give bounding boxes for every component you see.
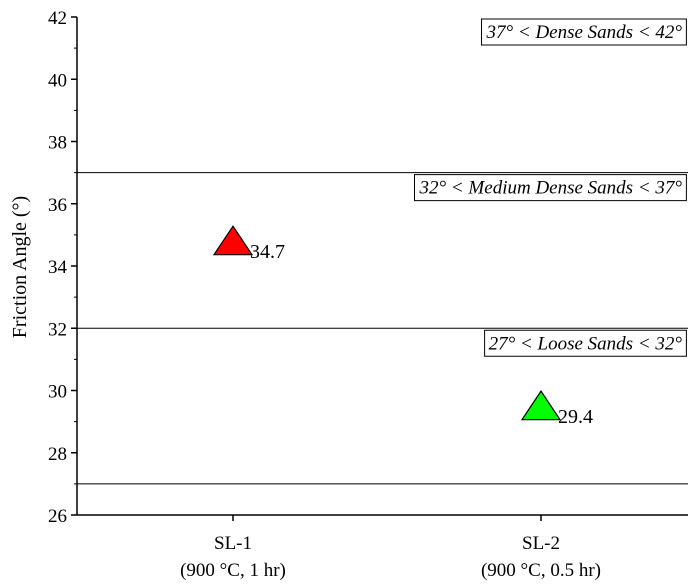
x-tick-sublabel: (900 °C, 0.5 hr) <box>481 560 601 581</box>
zone-label: 27° < Loose Sands < 32° <box>484 329 687 357</box>
zone-boundary-lines <box>77 172 688 485</box>
y-tick-label: 40 <box>48 70 67 91</box>
zone-label-text: 32° < Medium Dense Sands < 37° <box>419 178 683 199</box>
zone-label-text: 37° < Dense Sands < 42° <box>486 22 683 43</box>
zone-label-box <box>414 174 687 202</box>
y-tick-label: 36 <box>48 195 67 216</box>
data-point-sl-1 <box>212 225 254 256</box>
x-tick-sublabel: (900 °C, 1 hr) <box>180 560 286 581</box>
x-tick-label: SL-2 <box>522 533 560 554</box>
y-axis-title: Friction Angle (°) <box>9 196 31 338</box>
data-points: 34.7 29.4 <box>212 225 593 428</box>
y-tick-label: 38 <box>48 133 67 154</box>
zone-label-box <box>484 329 687 357</box>
zone-label: 37° < Dense Sands < 42° <box>481 18 687 46</box>
y-tick-label: 30 <box>48 382 67 403</box>
zone-label: 32° < Medium Dense Sands < 37° <box>414 174 687 202</box>
y-tick-label: 26 <box>48 506 67 527</box>
zone-labels: 37° < Dense Sands < 42° 32° < Medium Dens… <box>414 18 687 357</box>
data-label-sl-2: 29.4 <box>558 406 593 428</box>
y-tick-label: 28 <box>48 444 67 465</box>
y-tick-label: 32 <box>48 319 67 340</box>
y-tick-label: 42 <box>48 8 67 29</box>
axes: 26 28 30 32 34 36 38 40 42 SL-1 (900 °C, 1 hr) SL-2… <box>48 8 688 581</box>
zone-label-text: 27° < Loose Sands < 32° <box>489 333 683 354</box>
data-point-sl-2 <box>520 390 562 421</box>
x-tick-label: SL-1 <box>214 533 252 554</box>
zone-label-box <box>481 18 687 46</box>
data-label-sl-1: 34.7 <box>250 241 285 263</box>
y-tick-label: 34 <box>48 257 68 278</box>
